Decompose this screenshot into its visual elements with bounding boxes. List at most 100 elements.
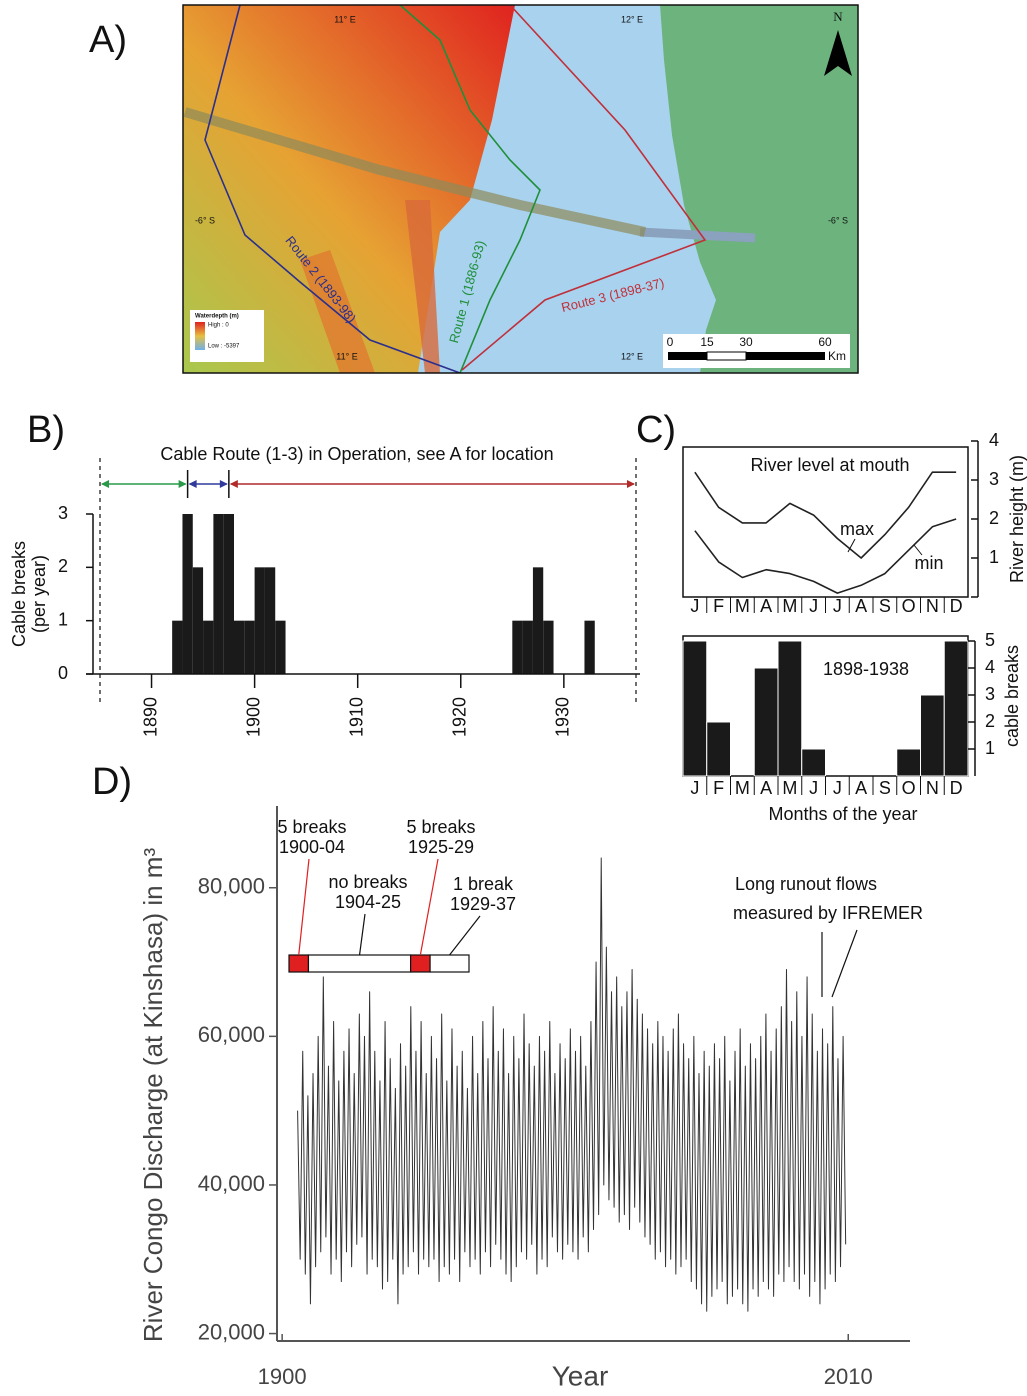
x-tick-label: J xyxy=(690,778,699,798)
bar xyxy=(706,721,731,777)
y-tick-label: 3 xyxy=(989,469,999,489)
timeline-label: 5 breaks xyxy=(277,817,346,837)
panel-label: C) xyxy=(636,409,676,451)
line-series xyxy=(694,518,957,594)
scale-tick: 0 xyxy=(667,335,674,349)
x-tick-label: A xyxy=(855,596,867,616)
x-tick-label: 2010 xyxy=(824,1364,873,1389)
x-tick-label: 1900 xyxy=(243,697,263,737)
bar xyxy=(920,694,945,777)
lon-label: 11° E xyxy=(334,14,355,24)
panel-label: A) xyxy=(89,19,127,61)
bar xyxy=(182,514,193,674)
x-tick-label: J xyxy=(833,778,842,798)
timeline-segment xyxy=(307,954,412,973)
x-tick-label: D xyxy=(950,596,963,616)
label-leader xyxy=(847,538,856,553)
x-tick-label: O xyxy=(902,596,916,616)
timeline-label: no breaks xyxy=(328,872,407,892)
x-tick-label: F xyxy=(713,778,724,798)
annotation-leader xyxy=(831,929,858,998)
x-tick-label: N xyxy=(926,596,939,616)
x-tick-label: J xyxy=(809,596,818,616)
bar xyxy=(254,567,265,674)
x-tick-label: J xyxy=(833,596,842,616)
arrow-head xyxy=(101,480,109,488)
x-tick-label: 1920 xyxy=(450,697,470,737)
land xyxy=(660,5,858,373)
timeline-segment xyxy=(410,954,431,973)
bar xyxy=(753,667,779,777)
lon-label: 11° E xyxy=(336,351,357,361)
timeline-label: 1 break xyxy=(453,874,514,894)
x-tick-label: J xyxy=(809,778,818,798)
x-axis-label: Months of the year xyxy=(768,804,917,824)
x-tick-label: N xyxy=(926,778,939,798)
x-tick-label: 1930 xyxy=(553,697,573,737)
lat-label: -6° S xyxy=(828,215,848,225)
label-leader xyxy=(913,544,923,556)
x-tick-label: A xyxy=(760,596,772,616)
x-tick-label: M xyxy=(735,596,750,616)
bar xyxy=(943,640,969,777)
bar xyxy=(682,640,708,777)
north-label: N xyxy=(833,9,843,24)
timeline-leader xyxy=(449,915,481,956)
canyon xyxy=(183,107,647,237)
series-label: max xyxy=(840,519,874,539)
shelf-strip xyxy=(300,250,375,373)
bar xyxy=(213,514,224,674)
x-tick-label: D xyxy=(950,778,963,798)
x-tick-label: S xyxy=(879,778,891,798)
y-tick-label: 60,000 xyxy=(198,1022,265,1047)
x-tick-label: J xyxy=(690,596,699,616)
legend-swatch xyxy=(195,322,205,350)
y-axis-label: River height (m) xyxy=(1007,455,1027,583)
arrow-head xyxy=(229,480,238,488)
map: 11° E 11° E 12° E 12° E -6° S -6° S Rout… xyxy=(183,5,858,373)
legend-high: High : 0 xyxy=(208,323,229,329)
timeline-label: 1925-29 xyxy=(408,837,474,857)
lon-label: 12° E xyxy=(621,14,643,24)
y-tick-label: 1 xyxy=(58,609,68,629)
scale-seg xyxy=(668,352,707,360)
scale-tick: 30 xyxy=(739,335,753,349)
bar xyxy=(777,640,803,777)
x-tick-label: A xyxy=(855,778,867,798)
route-1 xyxy=(399,5,541,373)
arrow-head xyxy=(188,480,197,488)
panel-label: B) xyxy=(27,409,65,451)
annotation: 1898-1938 xyxy=(823,659,909,679)
x-tick-label: M xyxy=(782,596,797,616)
bar xyxy=(203,620,214,674)
x-tick-label: A xyxy=(760,778,772,798)
bar xyxy=(543,620,554,674)
timeline-segment xyxy=(288,954,310,973)
series-label: min xyxy=(914,553,943,573)
timeline-segment xyxy=(429,954,470,973)
shelf-strip xyxy=(405,200,440,373)
timeline-leader xyxy=(298,858,310,956)
route-3 xyxy=(461,5,707,371)
map-frame xyxy=(182,4,859,374)
y-tick-label: 3 xyxy=(58,503,68,523)
y-axis-label: River Congo Discharge (at Kinshasa) in m… xyxy=(138,848,168,1343)
timeline-label: 5 breaks xyxy=(406,817,475,837)
y-tick-label: 40,000 xyxy=(198,1171,265,1196)
arrow-head xyxy=(219,480,228,488)
y-tick-label: 1 xyxy=(989,547,999,567)
bar xyxy=(192,567,204,674)
chart-title: River level at mouth xyxy=(750,455,909,475)
bar xyxy=(244,620,255,674)
y-tick-label: 3 xyxy=(985,684,995,704)
timeline-leader xyxy=(358,913,366,956)
timeline-label: 1900-04 xyxy=(279,837,345,857)
lon-label: 12° E xyxy=(621,351,643,361)
line-series xyxy=(297,857,847,1312)
panel-label: D) xyxy=(92,761,132,803)
bar xyxy=(532,567,544,674)
scale-unit: Km xyxy=(828,349,846,363)
bar xyxy=(522,620,533,674)
